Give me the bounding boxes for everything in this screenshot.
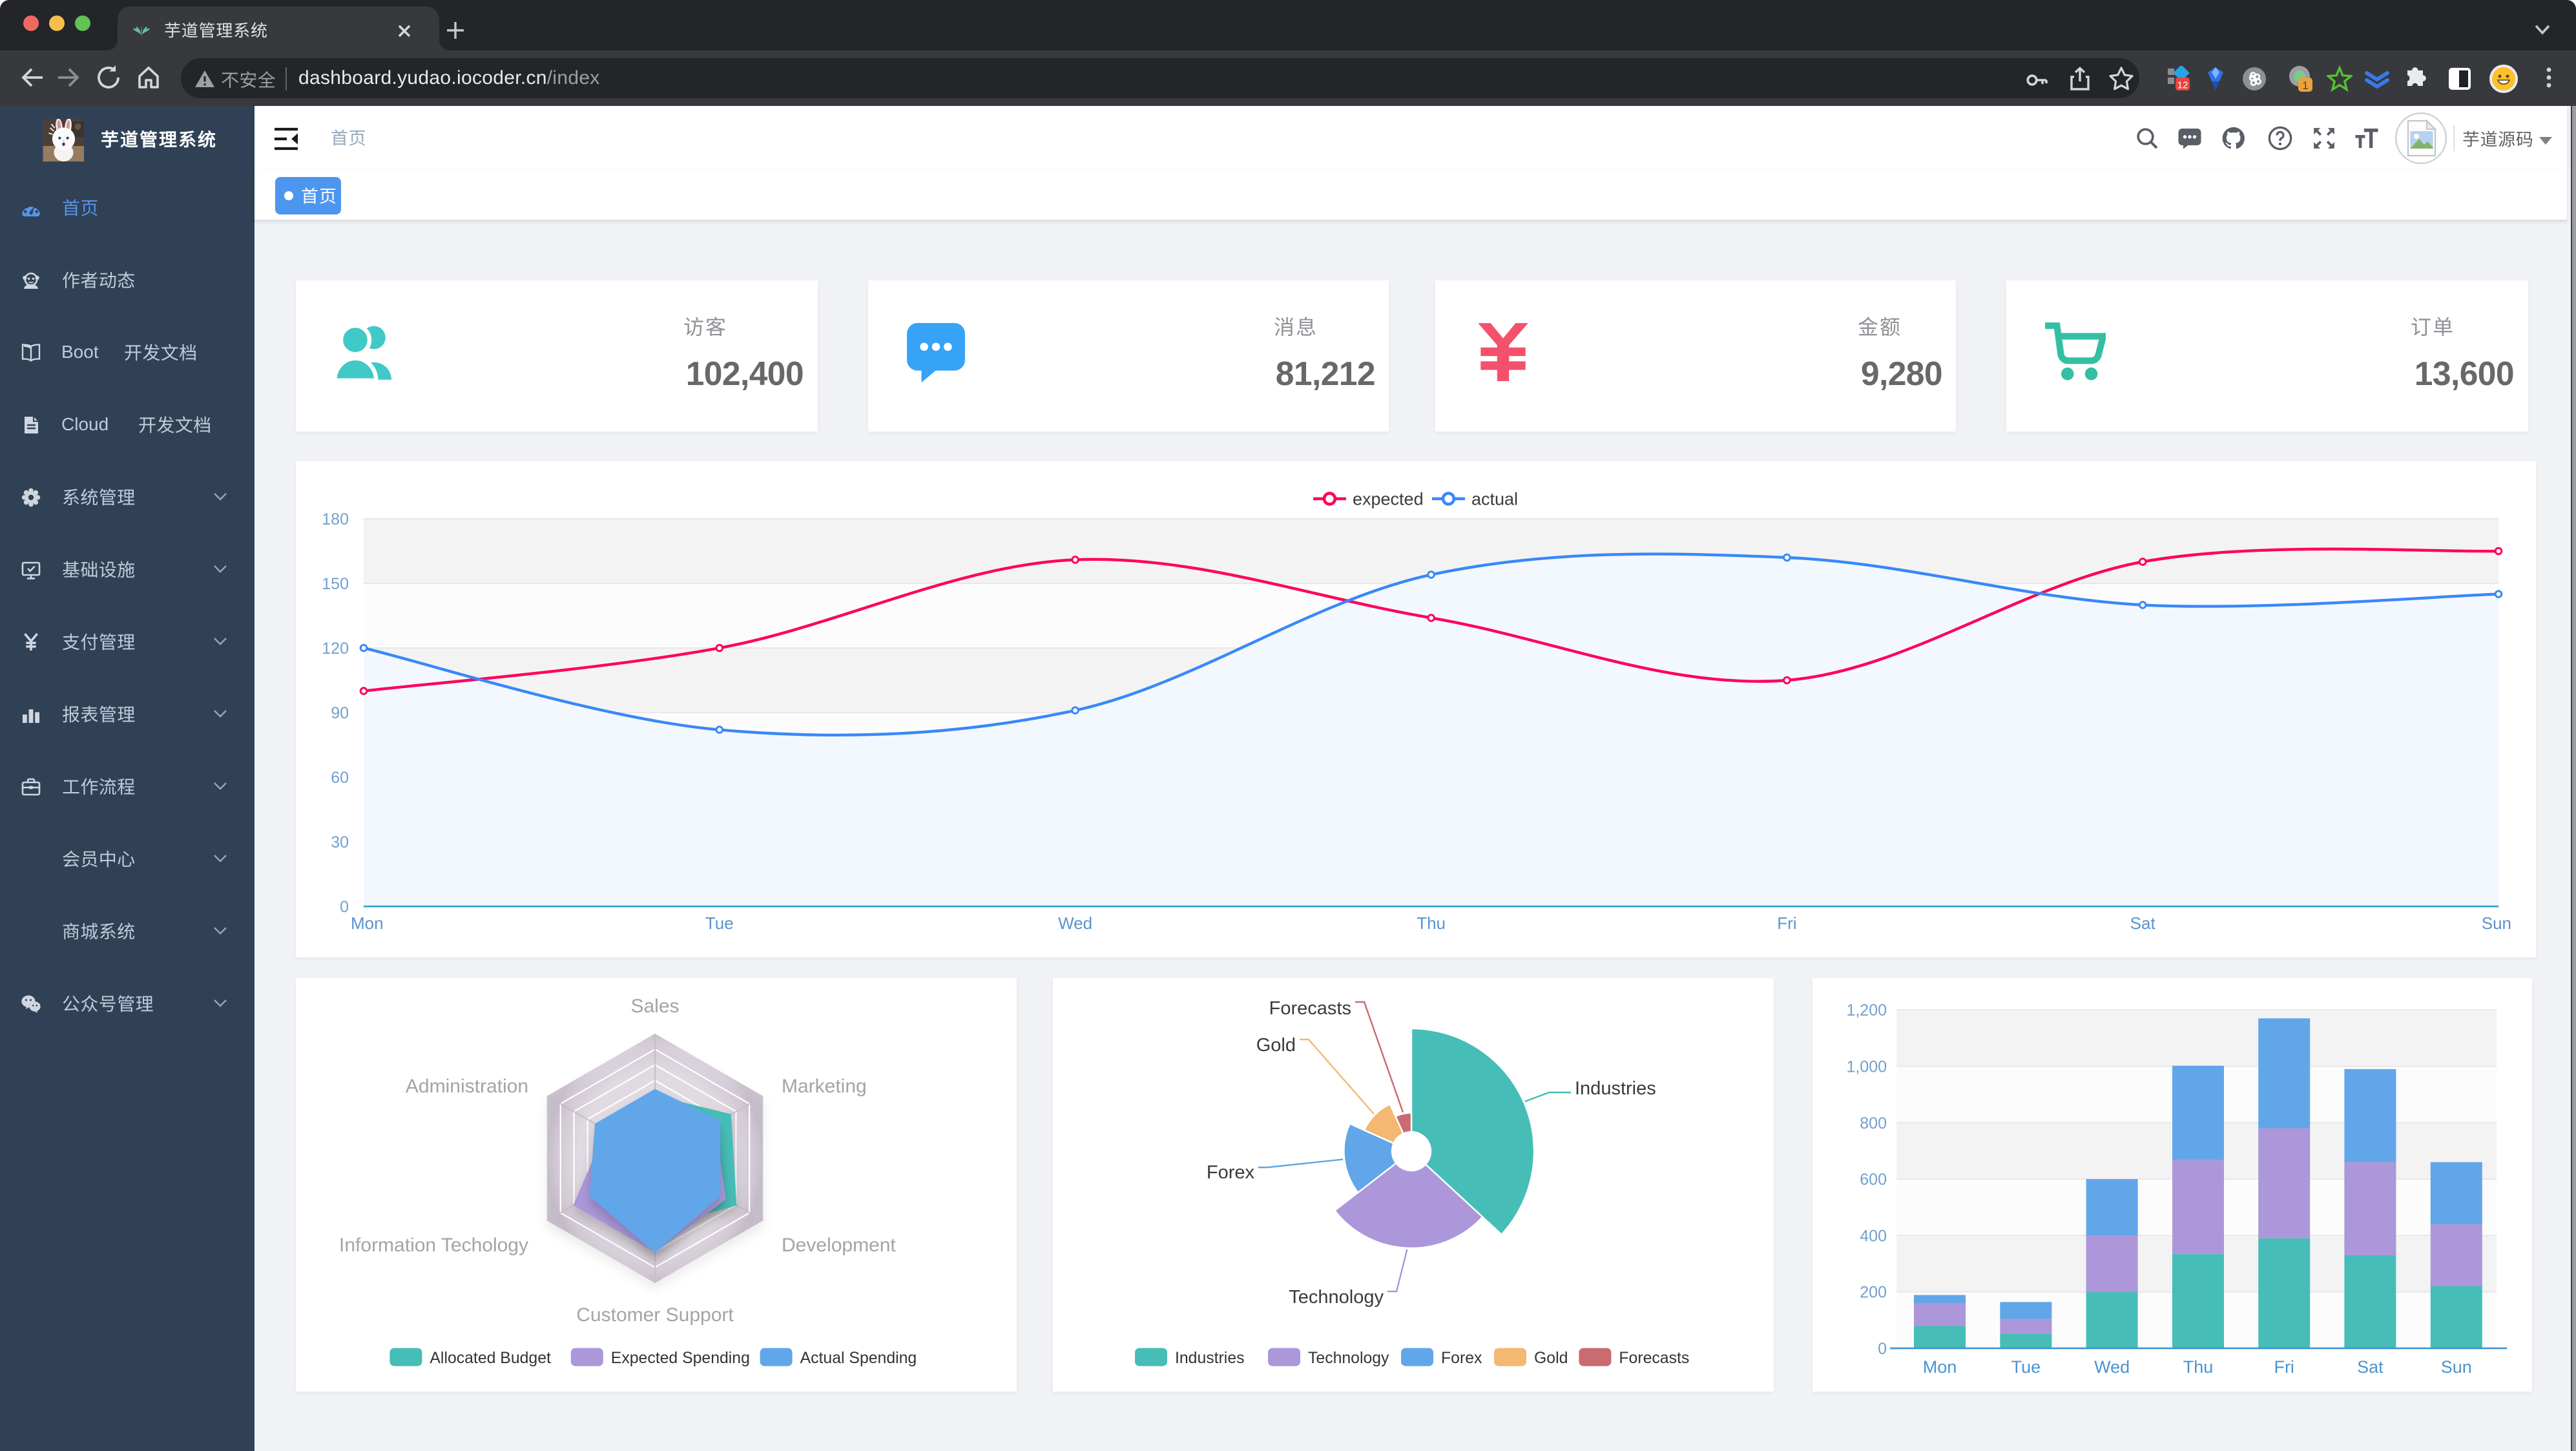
svg-text:Wed: Wed: [2093, 1357, 2129, 1376]
svg-text:200: 200: [1859, 1283, 1886, 1301]
svg-text:Industries: Industries: [1175, 1349, 1245, 1366]
svg-text:90: 90: [331, 704, 349, 722]
svg-text:12: 12: [2177, 80, 2188, 91]
svg-text:120: 120: [322, 640, 349, 658]
svg-text:Technology: Technology: [1308, 1349, 1389, 1366]
svg-text:expected: expected: [1353, 490, 1424, 509]
svg-text:Forecasts: Forecasts: [1619, 1349, 1689, 1366]
svg-text:Sun: Sun: [2482, 913, 2511, 933]
svg-text:Expected Spending: Expected Spending: [611, 1349, 750, 1366]
svg-text:Tue: Tue: [705, 913, 734, 933]
svg-text:Sat: Sat: [2356, 1357, 2383, 1376]
svg-text:Tue: Tue: [2011, 1357, 2041, 1376]
svg-text:Information Techology: Information Techology: [339, 1234, 528, 1255]
svg-text:Gold: Gold: [1256, 1034, 1296, 1055]
svg-text:Marketing: Marketing: [782, 1075, 867, 1096]
svg-text:Development: Development: [782, 1234, 896, 1255]
svg-text:Forecasts: Forecasts: [1269, 997, 1351, 1018]
svg-text:Gold: Gold: [1534, 1349, 1568, 1366]
svg-text:Industries: Industries: [1575, 1078, 1656, 1098]
svg-text:1,000: 1,000: [1845, 1058, 1886, 1076]
svg-text:1,200: 1,200: [1845, 1001, 1886, 1019]
svg-text:Fri: Fri: [1777, 913, 1796, 933]
svg-text:Mon: Mon: [1922, 1357, 1957, 1376]
svg-text:Sales: Sales: [630, 995, 679, 1016]
svg-text:30: 30: [331, 833, 349, 851]
svg-text:Forex: Forex: [1207, 1162, 1255, 1182]
svg-text:800: 800: [1859, 1114, 1886, 1132]
svg-text:actual: actual: [1471, 490, 1518, 509]
svg-text:600: 600: [1859, 1170, 1886, 1188]
svg-text:0: 0: [340, 898, 349, 916]
svg-text:Wed: Wed: [1058, 913, 1092, 933]
svg-text:Administration: Administration: [406, 1075, 528, 1096]
svg-text:Allocated Budget: Allocated Budget: [430, 1349, 551, 1366]
svg-text:Customer Support: Customer Support: [576, 1304, 734, 1325]
svg-text:180: 180: [322, 510, 349, 528]
svg-text:Sun: Sun: [2440, 1357, 2471, 1376]
svg-text:Mon: Mon: [351, 913, 384, 933]
svg-text:150: 150: [322, 575, 349, 593]
svg-text:Actual Spending: Actual Spending: [800, 1349, 917, 1366]
svg-text:0: 0: [1877, 1339, 1886, 1357]
svg-text:Sat: Sat: [2130, 913, 2156, 933]
svg-text:400: 400: [1859, 1226, 1886, 1244]
svg-text:Technology: Technology: [1289, 1286, 1384, 1307]
svg-text:Fri: Fri: [2273, 1357, 2293, 1376]
svg-text:Thu: Thu: [2183, 1357, 2213, 1376]
svg-text:1: 1: [2302, 79, 2308, 92]
svg-text:60: 60: [331, 769, 349, 787]
svg-text:Thu: Thu: [1417, 913, 1446, 933]
svg-text:Forex: Forex: [1441, 1349, 1482, 1366]
